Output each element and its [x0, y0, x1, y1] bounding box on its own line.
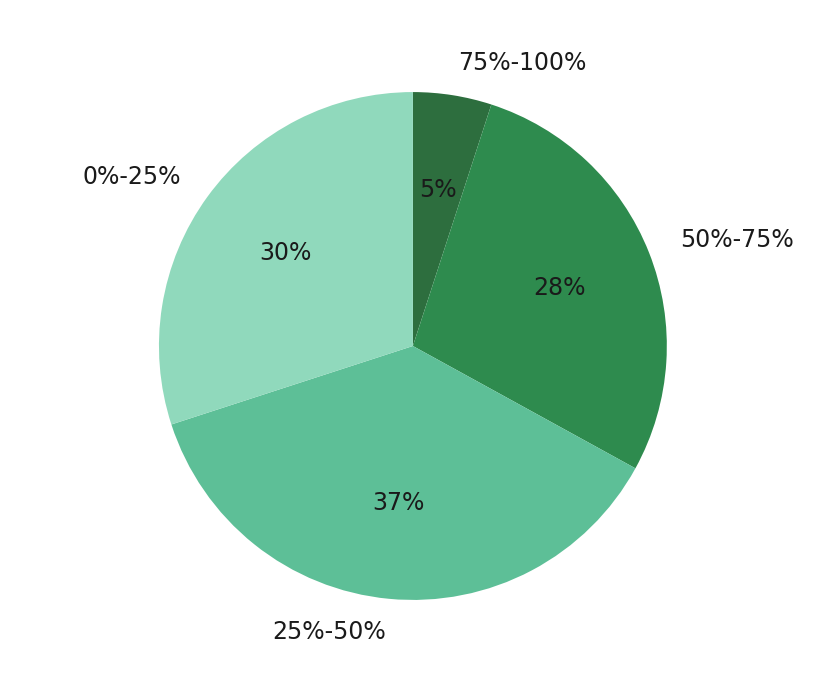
- Wedge shape: [413, 92, 491, 346]
- Text: 25%-50%: 25%-50%: [272, 619, 386, 644]
- Text: 28%: 28%: [533, 276, 586, 300]
- Text: 37%: 37%: [372, 491, 424, 515]
- Text: 75%-100%: 75%-100%: [458, 51, 586, 75]
- Text: 0%-25%: 0%-25%: [82, 165, 181, 190]
- Text: 5%: 5%: [418, 179, 457, 203]
- Text: 50%-75%: 50%-75%: [680, 228, 793, 253]
- Wedge shape: [159, 92, 413, 424]
- Wedge shape: [171, 346, 635, 600]
- Text: 30%: 30%: [260, 242, 312, 266]
- Wedge shape: [413, 104, 667, 468]
